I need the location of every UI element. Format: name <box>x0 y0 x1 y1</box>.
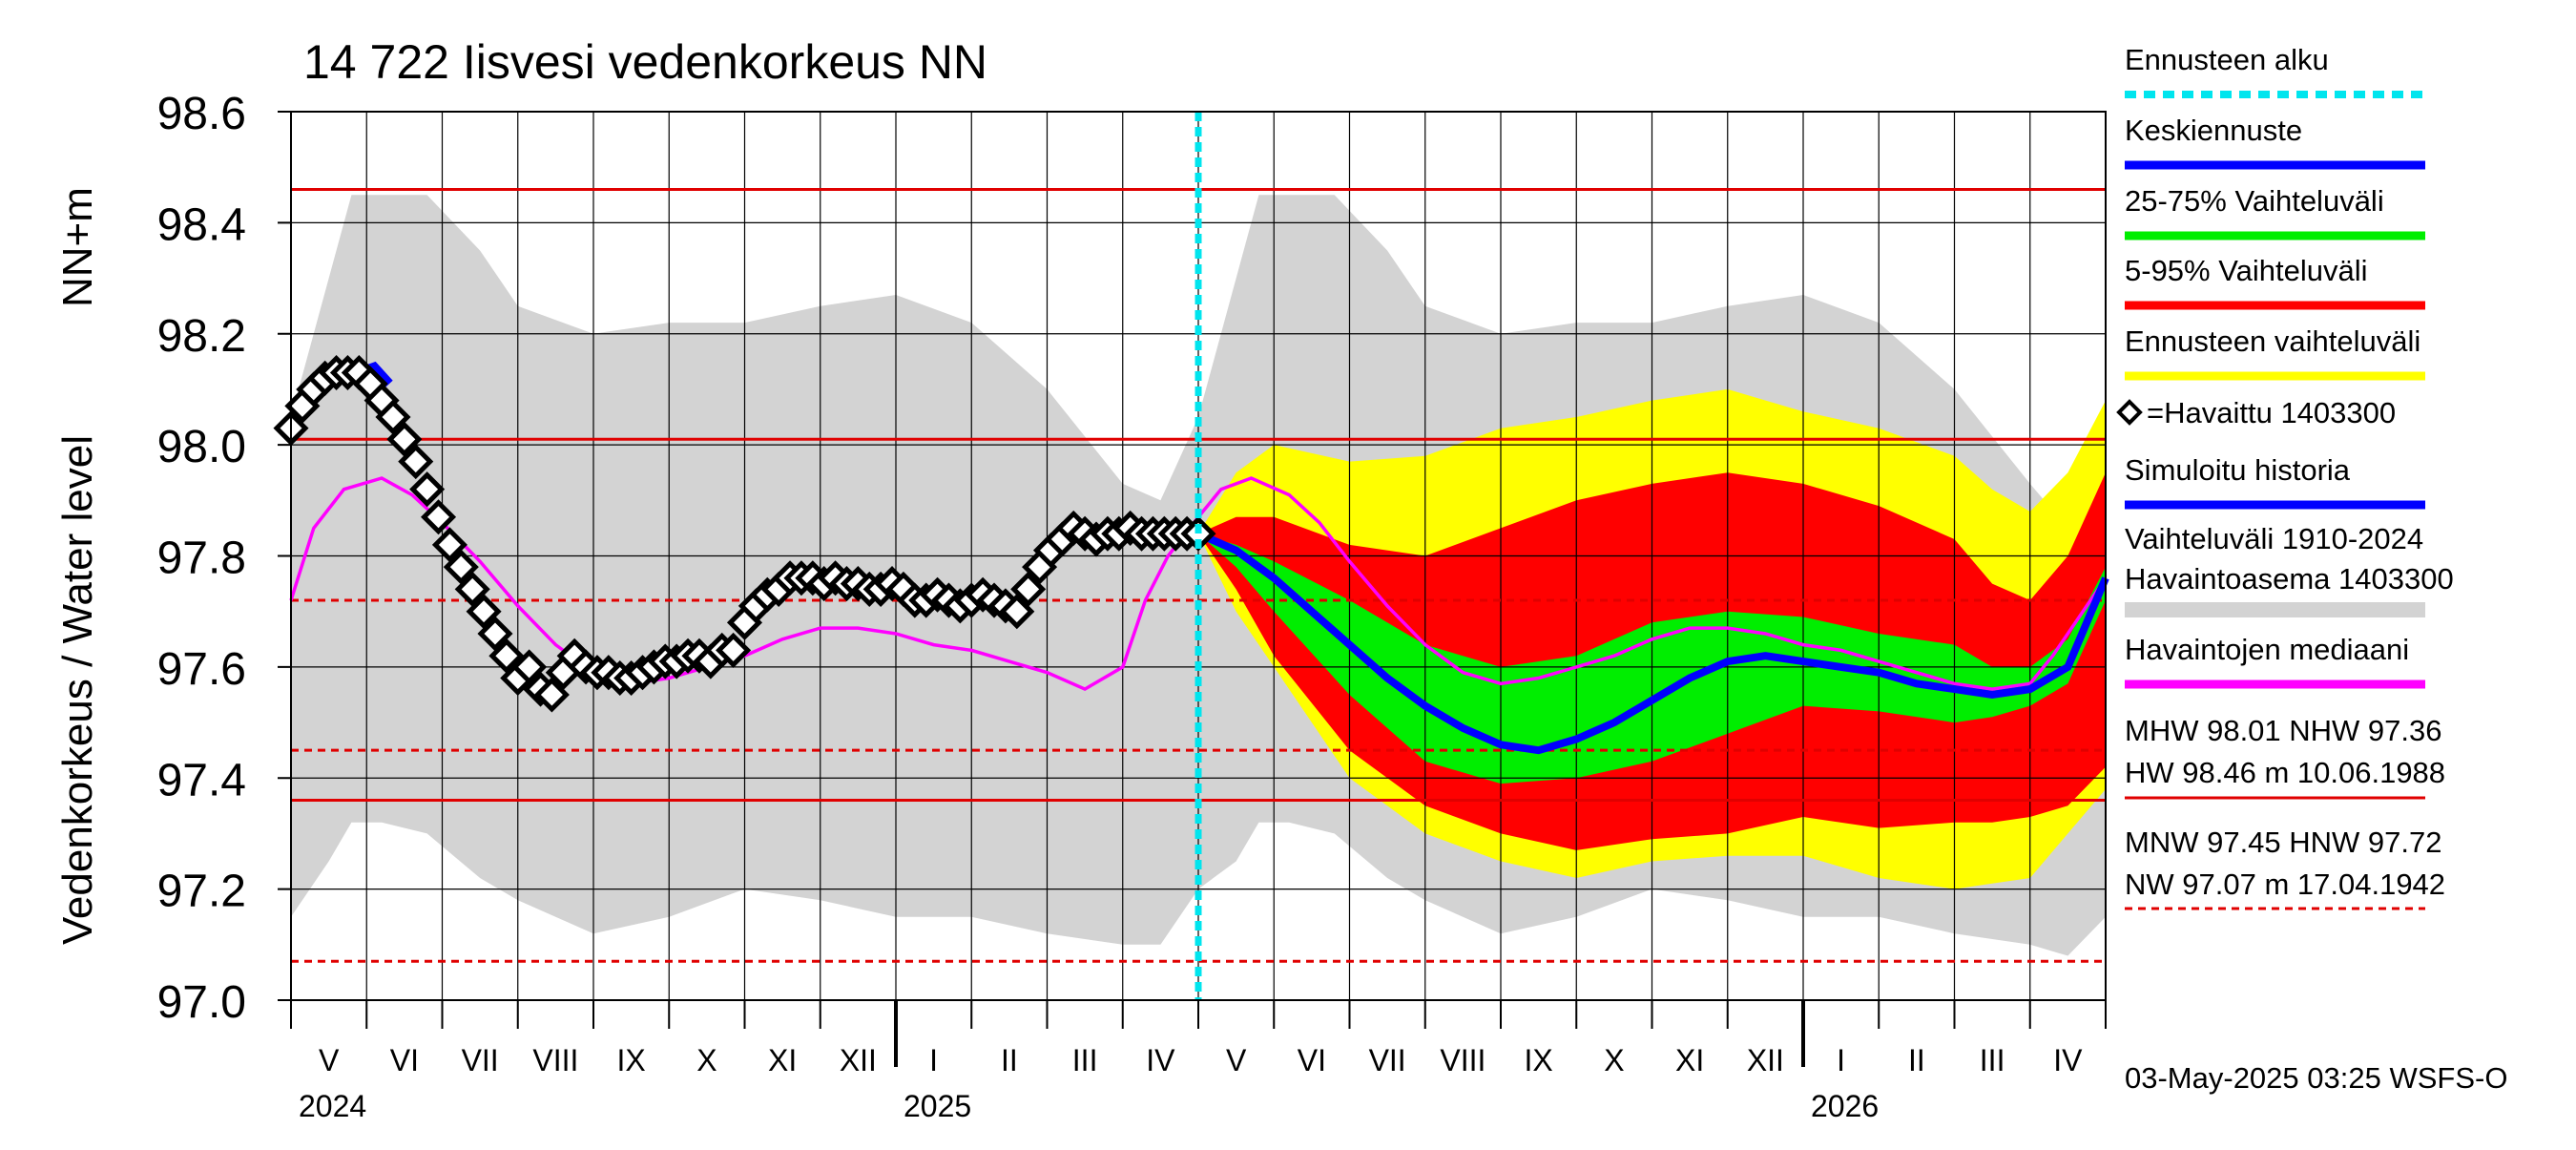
y-tick-label: 97.0 <box>157 977 246 1028</box>
x-month-label: I <box>1837 1043 1845 1077</box>
x-month-label: III <box>1980 1043 2005 1077</box>
legend-label: Ennusteen vaihteluväli <box>2125 324 2420 358</box>
observed-point <box>477 616 513 652</box>
y-axis-label: Vedenkorkeus / Water level <box>54 435 101 945</box>
legend-label: =Havaittu 1403300 <box>2147 396 2396 429</box>
legend-label: Keskiennuste <box>2125 114 2302 147</box>
observed-point <box>454 571 490 607</box>
y-tick-label: 98.2 <box>157 311 246 362</box>
y-tick-label: 97.8 <box>157 533 246 584</box>
x-month-label: XI <box>1675 1043 1704 1077</box>
x-month-label: IX <box>617 1043 646 1077</box>
legend: Ennusteen alku Keskiennuste 25-75% Vaihtel… <box>2116 43 2454 689</box>
x-month-label: IV <box>1146 1043 1175 1077</box>
x-month-label: VII <box>1369 1043 1406 1077</box>
observed-point <box>421 499 457 535</box>
x-month-label: X <box>1604 1043 1624 1077</box>
legend-label: Vaihteluväli 1910-2024 <box>2125 522 2423 555</box>
legend-label: 25-75% Vaihteluväli <box>2125 184 2384 218</box>
stats-low-line1: MNW 97.45 HNW 97.72 <box>2125 826 2442 859</box>
x-month-label: IX <box>1525 1043 1553 1077</box>
legend-swatch <box>2116 399 2143 426</box>
x-month-label: XII <box>840 1043 877 1077</box>
x-year-label: 2025 <box>904 1089 971 1123</box>
x-month-label: VI <box>390 1043 419 1077</box>
x-month-label: VI <box>1298 1043 1326 1077</box>
x-month-label: III <box>1072 1043 1098 1077</box>
y-tick-label: 97.6 <box>157 644 246 695</box>
legend-label: Simuloitu historia <box>2125 453 2351 487</box>
x-month-label: VII <box>462 1043 499 1077</box>
y-axis-unit: NN+m <box>54 187 101 307</box>
y-tick-label: 97.2 <box>157 867 246 917</box>
x-year-label: 2024 <box>299 1089 366 1123</box>
observed-point <box>533 677 570 713</box>
y-tick-label: 98.0 <box>157 422 246 472</box>
x-month-label: VIII <box>532 1043 578 1077</box>
legend-label: Havaintojen mediaani <box>2125 633 2409 666</box>
series-layer <box>273 112 2109 1000</box>
observed-point <box>999 594 1035 630</box>
stats-high-line1: MHW 98.01 NHW 97.36 <box>2125 714 2442 747</box>
observed-point <box>386 421 423 457</box>
x-month-label: X <box>696 1043 717 1077</box>
y-tick-label: 97.4 <box>157 755 246 805</box>
x-month-label: I <box>929 1043 938 1077</box>
stats-low-line2: NW 97.07 m 17.04.1942 <box>2125 868 2445 901</box>
x-month-label: XII <box>1747 1043 1784 1077</box>
x-year-label: 2026 <box>1811 1089 1879 1123</box>
observed-point <box>375 399 411 435</box>
axes-layer: 97.097.297.497.697.898.098.298.498.6V VI V… <box>157 89 2107 1123</box>
legend-label: 5-95% Vaihteluväli <box>2125 254 2367 287</box>
x-month-label: XI <box>768 1043 797 1077</box>
stats-high-line2: HW 98.46 m 10.06.1988 <box>2125 756 2445 789</box>
median-forecast-line <box>1196 530 2109 755</box>
x-month-label: V <box>1226 1043 1247 1077</box>
y-tick-label: 98.4 <box>157 199 246 250</box>
observed-point <box>488 638 525 674</box>
observed-point <box>431 527 467 563</box>
legend-swatch <box>2125 602 2425 617</box>
observed-point <box>443 549 479 585</box>
footer-timestamp: 03-May-2025 03:25 WSFS-O <box>2125 1061 2507 1095</box>
observed-point <box>398 444 434 480</box>
x-month-label: IV <box>2053 1043 2083 1077</box>
legend-label: Ennusteen alku <box>2125 43 2329 76</box>
x-month-label: II <box>1001 1043 1018 1077</box>
observed-point <box>1010 571 1047 607</box>
y-tick-label: 98.6 <box>157 89 246 139</box>
observed-point <box>716 632 752 668</box>
grid-layer <box>291 112 2106 1000</box>
x-month-label: V <box>319 1043 340 1077</box>
observed-point <box>409 471 446 508</box>
observed-point <box>511 649 548 685</box>
x-month-label: II <box>1908 1043 1925 1077</box>
x-month-label: VIII <box>1440 1043 1485 1077</box>
observed-point <box>466 594 502 630</box>
legend-label: Havaintoasema 1403300 <box>2125 562 2454 596</box>
chart-title: 14 722 Iisvesi vedenkorkeus NN <box>303 35 987 89</box>
